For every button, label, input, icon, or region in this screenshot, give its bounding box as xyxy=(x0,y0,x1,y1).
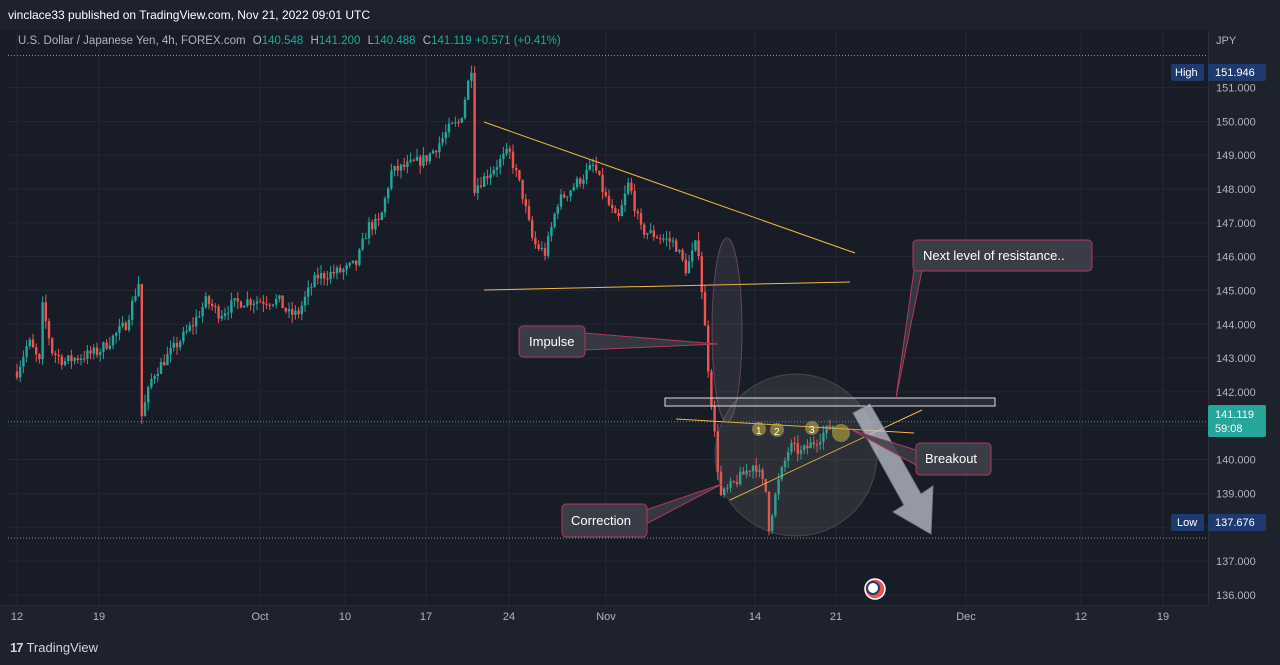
high-key: H xyxy=(310,35,319,47)
tradingview-mark-icon: 17 xyxy=(10,640,24,655)
tradingview-logo[interactable]: 17 TradingView xyxy=(10,640,98,655)
price-axis[interactable] xyxy=(1208,30,1280,605)
top-bar: vinclace33 published on TradingView.com,… xyxy=(0,0,1280,31)
open-key: O xyxy=(252,35,262,47)
symbol-name: U.S. Dollar / Japanese Yen, 4h, FOREX.co… xyxy=(18,35,246,47)
chart-area[interactable] xyxy=(0,30,1208,605)
change-value: +0.571 (+0.41%) xyxy=(475,35,561,47)
high-value: 141.200 xyxy=(318,35,361,47)
currency-label: JPY xyxy=(1216,35,1237,47)
bottom-bar xyxy=(0,630,1280,665)
tradingview-brand: TradingView xyxy=(26,640,99,655)
time-axis[interactable] xyxy=(0,605,1208,631)
publisher-text: vinclace33 published on TradingView.com,… xyxy=(8,8,370,22)
low-value: 140.488 xyxy=(374,35,416,47)
close-key: C xyxy=(422,35,432,47)
symbol-legend: U.S. Dollar / Japanese Yen, 4h, FOREX.co… xyxy=(18,35,561,47)
open-value: 140.548 xyxy=(261,35,304,47)
low-key: L xyxy=(367,35,374,47)
close-value: 141.119 xyxy=(431,35,472,47)
